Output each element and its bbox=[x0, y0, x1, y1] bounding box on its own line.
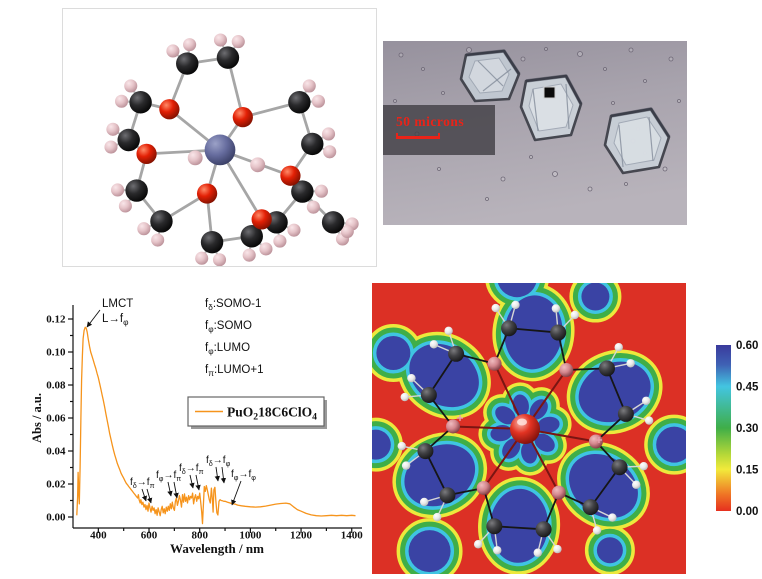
elf-map-panel: 0.60 0.45 0.30 0.15 0.00 bbox=[372, 283, 762, 579]
scale-bar-line bbox=[396, 133, 440, 139]
svg-text:fδ→fπ: fδ→fπ bbox=[130, 477, 155, 490]
svg-text:1400: 1400 bbox=[341, 530, 364, 542]
scale-bar-overlay: 50 microns bbox=[383, 105, 495, 155]
svg-text:0.45: 0.45 bbox=[736, 382, 759, 394]
svg-text:0.30: 0.30 bbox=[736, 423, 758, 435]
svg-text:1200: 1200 bbox=[290, 530, 313, 542]
svg-text:fδ→fπ: fδ→fπ bbox=[179, 463, 204, 476]
svg-text:600: 600 bbox=[141, 530, 158, 542]
svg-text:0.06: 0.06 bbox=[46, 413, 66, 425]
elf-density-map: 0.60 0.45 0.30 0.15 0.00 bbox=[372, 283, 759, 574]
svg-text:0.04: 0.04 bbox=[46, 446, 66, 458]
molecule-structure-panel bbox=[62, 8, 377, 267]
svg-text:0.00: 0.00 bbox=[46, 512, 66, 524]
svg-text:fφ→fφ: fφ→fφ bbox=[231, 469, 256, 482]
svg-text:Abs / a.u.: Abs / a.u. bbox=[30, 393, 44, 443]
microscopy-panel: 50 microns bbox=[383, 41, 687, 225]
svg-text:0.00: 0.00 bbox=[736, 506, 758, 518]
svg-text:0.02: 0.02 bbox=[46, 479, 66, 491]
scale-bar-label: 50 microns bbox=[396, 114, 465, 129]
svg-text:fφ→fπ: fφ→fπ bbox=[156, 470, 181, 483]
svg-text:fδ→fφ: fδ→fφ bbox=[206, 455, 231, 468]
svg-text:0.10: 0.10 bbox=[46, 347, 66, 359]
crystal-micrograph bbox=[383, 41, 687, 225]
svg-text:fφ:SOMO: fφ:SOMO bbox=[205, 320, 252, 334]
svg-text:1000: 1000 bbox=[239, 530, 262, 542]
absorption-spectrum-panel: 400 600 800 1000 1200 1400 0.00 0.02 0.04 0.06 0.0… bbox=[30, 285, 370, 579]
svg-text:800: 800 bbox=[191, 530, 208, 542]
svg-text:0.60: 0.60 bbox=[736, 340, 758, 352]
absorption-spectrum-chart: 400 600 800 1000 1200 1400 0.00 0.02 0.04 0.06 0.0… bbox=[30, 298, 364, 556]
molecule-ball-stick-model bbox=[104, 33, 359, 266]
svg-text:0.08: 0.08 bbox=[46, 380, 66, 392]
svg-text:fπ:LUMO+1: fπ:LUMO+1 bbox=[205, 364, 263, 378]
svg-text:PuO218C6ClO4: PuO218C6ClO4 bbox=[227, 405, 317, 423]
svg-text:0.12: 0.12 bbox=[46, 314, 66, 326]
svg-text:LMCT: LMCT bbox=[102, 298, 133, 310]
svg-text:400: 400 bbox=[90, 530, 107, 542]
svg-text:Wavelength / nm: Wavelength / nm bbox=[170, 541, 264, 556]
svg-text:0.15: 0.15 bbox=[736, 465, 759, 477]
svg-text:L→fφ: L→fφ bbox=[102, 313, 129, 327]
svg-text:fφ:LUMO: fφ:LUMO bbox=[205, 342, 250, 356]
svg-text:fδ:SOMO-1: fδ:SOMO-1 bbox=[205, 298, 261, 312]
